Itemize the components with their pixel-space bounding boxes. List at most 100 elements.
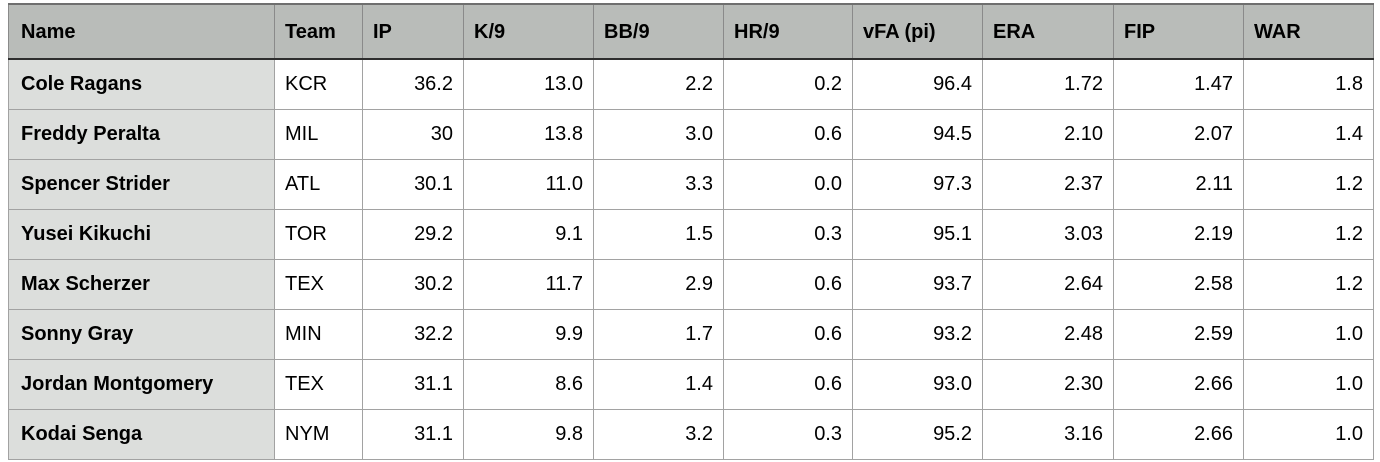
hr9-cell: 0.2: [723, 58, 853, 110]
bb9-cell: 3.0: [593, 108, 724, 160]
table-row: Sonny Gray MIN 32.2 9.9 1.7 0.6 93.2 2.4…: [8, 308, 1374, 360]
hr9-cell: 0.0: [723, 158, 853, 210]
team-cell: TEX: [274, 258, 363, 310]
table-row: Freddy Peralta MIL 30 13.8 3.0 0.6 94.5 …: [8, 108, 1374, 160]
fip-cell: 2.11: [1113, 158, 1244, 210]
war-cell: 1.8: [1243, 58, 1374, 110]
fip-cell: 2.59: [1113, 308, 1244, 360]
player-name-cell: Yusei Kikuchi: [8, 208, 275, 260]
player-name-cell: Freddy Peralta: [8, 108, 275, 160]
vfa-cell: 93.0: [852, 358, 983, 410]
team-cell: TEX: [274, 358, 363, 410]
fip-cell: 2.58: [1113, 258, 1244, 310]
col-header-era: ERA: [982, 4, 1114, 60]
ip-cell: 30.1: [362, 158, 464, 210]
col-header-hr9: HR/9: [723, 4, 853, 60]
player-name-cell: Jordan Montgomery: [8, 358, 275, 410]
player-name-cell: Cole Ragans: [8, 58, 275, 110]
col-header-name: Name: [8, 4, 275, 60]
col-header-team: Team: [274, 4, 363, 60]
table-row: Yusei Kikuchi TOR 29.2 9.1 1.5 0.3 95.1 …: [8, 208, 1374, 260]
war-cell: 1.2: [1243, 208, 1374, 260]
k9-cell: 13.8: [463, 108, 594, 160]
col-header-ip: IP: [362, 4, 464, 60]
k9-cell: 11.0: [463, 158, 594, 210]
bb9-cell: 3.3: [593, 158, 724, 210]
k9-cell: 9.1: [463, 208, 594, 260]
hr9-cell: 0.3: [723, 208, 853, 260]
k9-cell: 11.7: [463, 258, 594, 310]
war-cell: 1.0: [1243, 308, 1374, 360]
team-cell: TOR: [274, 208, 363, 260]
ip-cell: 32.2: [362, 308, 464, 360]
table-body: Cole Ragans KCR 36.2 13.0 2.2 0.2 96.4 1…: [8, 58, 1374, 460]
col-header-bb9: BB/9: [593, 4, 724, 60]
team-cell: KCR: [274, 58, 363, 110]
player-name-cell: Sonny Gray: [8, 308, 275, 360]
table-header: Name Team IP K/9 BB/9 HR/9 vFA (pi) ERA …: [8, 4, 1374, 60]
bb9-cell: 3.2: [593, 408, 724, 460]
col-header-war: WAR: [1243, 4, 1374, 60]
vfa-cell: 97.3: [852, 158, 983, 210]
ip-cell: 30: [362, 108, 464, 160]
col-header-k9: K/9: [463, 4, 594, 60]
vfa-cell: 94.5: [852, 108, 983, 160]
hr9-cell: 0.6: [723, 258, 853, 310]
era-cell: 3.16: [982, 408, 1114, 460]
k9-cell: 9.8: [463, 408, 594, 460]
bb9-cell: 2.2: [593, 58, 724, 110]
header-row: Name Team IP K/9 BB/9 HR/9 vFA (pi) ERA …: [8, 4, 1374, 60]
stats-table-container: Name Team IP K/9 BB/9 HR/9 vFA (pi) ERA …: [8, 3, 1374, 460]
table-row: Jordan Montgomery TEX 31.1 8.6 1.4 0.6 9…: [8, 358, 1374, 410]
hr9-cell: 0.3: [723, 408, 853, 460]
bb9-cell: 2.9: [593, 258, 724, 310]
vfa-cell: 93.2: [852, 308, 983, 360]
vfa-cell: 96.4: [852, 58, 983, 110]
era-cell: 2.48: [982, 308, 1114, 360]
table-row: Cole Ragans KCR 36.2 13.0 2.2 0.2 96.4 1…: [8, 58, 1374, 110]
team-cell: MIN: [274, 308, 363, 360]
bb9-cell: 1.4: [593, 358, 724, 410]
k9-cell: 13.0: [463, 58, 594, 110]
war-cell: 1.0: [1243, 358, 1374, 410]
war-cell: 1.0: [1243, 408, 1374, 460]
col-header-fip: FIP: [1113, 4, 1244, 60]
player-name-cell: Spencer Strider: [8, 158, 275, 210]
era-cell: 1.72: [982, 58, 1114, 110]
fip-cell: 2.66: [1113, 408, 1244, 460]
era-cell: 3.03: [982, 208, 1114, 260]
era-cell: 2.10: [982, 108, 1114, 160]
ip-cell: 31.1: [362, 408, 464, 460]
war-cell: 1.2: [1243, 158, 1374, 210]
hr9-cell: 0.6: [723, 308, 853, 360]
player-name-cell: Max Scherzer: [8, 258, 275, 310]
war-cell: 1.2: [1243, 258, 1374, 310]
war-cell: 1.4: [1243, 108, 1374, 160]
vfa-cell: 95.2: [852, 408, 983, 460]
bb9-cell: 1.5: [593, 208, 724, 260]
table-row: Spencer Strider ATL 30.1 11.0 3.3 0.0 97…: [8, 158, 1374, 210]
col-header-vfa: vFA (pi): [852, 4, 983, 60]
table-row: Max Scherzer TEX 30.2 11.7 2.9 0.6 93.7 …: [8, 258, 1374, 310]
vfa-cell: 93.7: [852, 258, 983, 310]
vfa-cell: 95.1: [852, 208, 983, 260]
pitcher-stats-table: Name Team IP K/9 BB/9 HR/9 vFA (pi) ERA …: [8, 3, 1374, 460]
hr9-cell: 0.6: [723, 358, 853, 410]
team-cell: NYM: [274, 408, 363, 460]
fip-cell: 2.07: [1113, 108, 1244, 160]
player-name-cell: Kodai Senga: [8, 408, 275, 460]
k9-cell: 8.6: [463, 358, 594, 410]
era-cell: 2.30: [982, 358, 1114, 410]
team-cell: MIL: [274, 108, 363, 160]
k9-cell: 9.9: [463, 308, 594, 360]
era-cell: 2.37: [982, 158, 1114, 210]
fip-cell: 2.19: [1113, 208, 1244, 260]
era-cell: 2.64: [982, 258, 1114, 310]
team-cell: ATL: [274, 158, 363, 210]
bb9-cell: 1.7: [593, 308, 724, 360]
table-row: Kodai Senga NYM 31.1 9.8 3.2 0.3 95.2 3.…: [8, 408, 1374, 460]
fip-cell: 1.47: [1113, 58, 1244, 110]
fip-cell: 2.66: [1113, 358, 1244, 410]
hr9-cell: 0.6: [723, 108, 853, 160]
ip-cell: 31.1: [362, 358, 464, 410]
